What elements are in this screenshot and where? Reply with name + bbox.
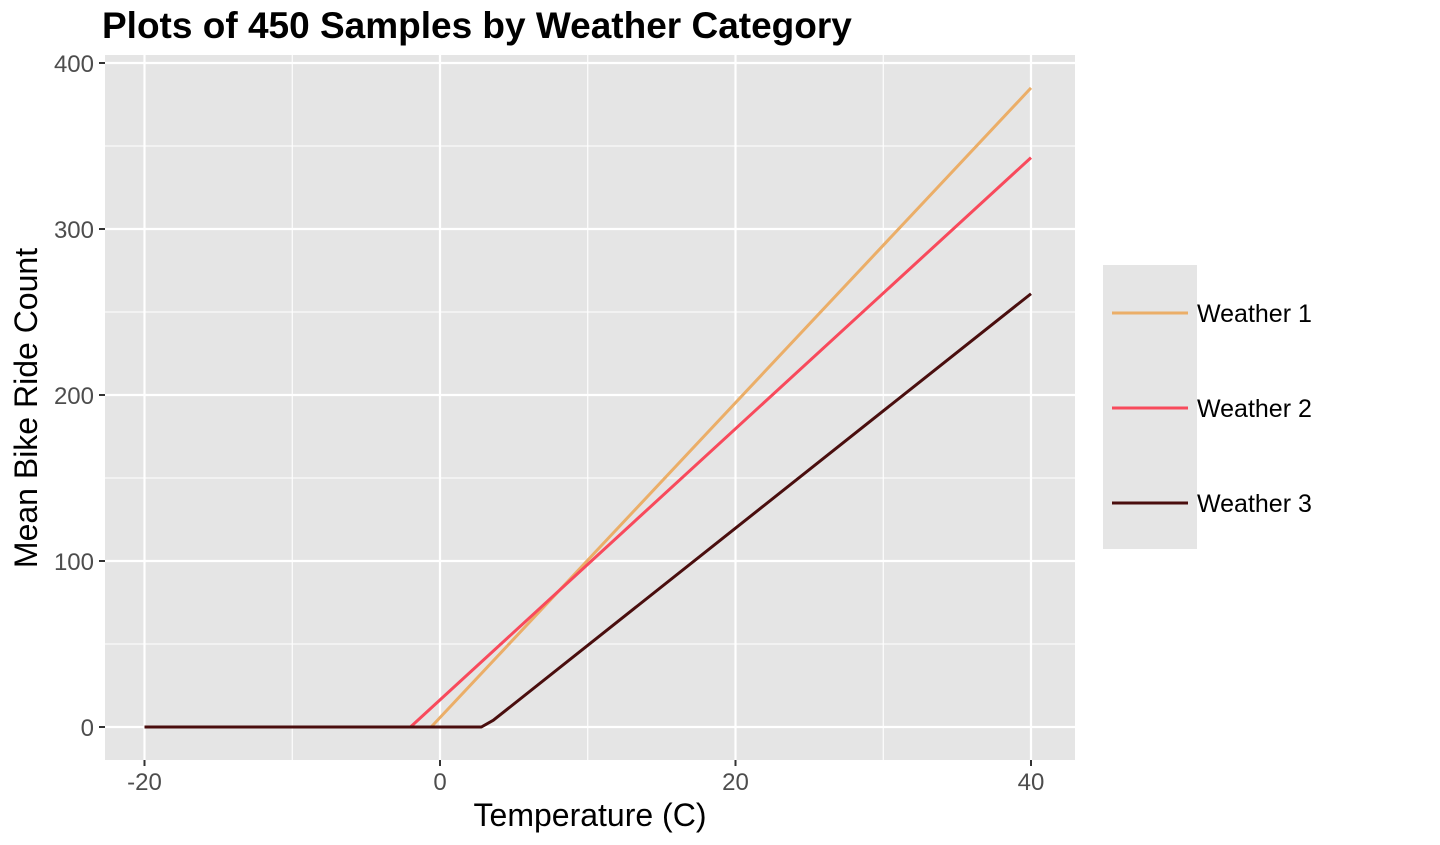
legend-label: Weather 1 bbox=[1197, 300, 1312, 328]
x-tick-label: -20 bbox=[127, 769, 162, 796]
y-tick-label: 100 bbox=[54, 549, 94, 576]
y-tick-label: 200 bbox=[54, 383, 94, 410]
x-axis-label: Temperature (C) bbox=[474, 797, 707, 833]
x-tick-label: 40 bbox=[1018, 769, 1045, 796]
y-axis-label: Mean Bike Ride Count bbox=[8, 248, 44, 568]
grid-lines bbox=[105, 55, 1075, 760]
plot-panel bbox=[105, 55, 1075, 760]
x-tick-label: 0 bbox=[433, 769, 446, 796]
legend-label: Weather 3 bbox=[1197, 490, 1312, 518]
legend-label: Weather 2 bbox=[1197, 395, 1312, 423]
legend: Weather 1 Weather 2 Weather 3 bbox=[1112, 300, 1312, 518]
x-tick-label: 20 bbox=[722, 769, 749, 796]
y-tick-label: 0 bbox=[81, 715, 94, 742]
chart-title: Plots of 450 Samples by Weather Category bbox=[102, 5, 852, 46]
y-tick-label: 400 bbox=[54, 51, 94, 78]
y-tick-label: 300 bbox=[54, 217, 94, 244]
series-lines bbox=[144, 86, 1033, 729]
series-line-weather-3 bbox=[144, 292, 1032, 729]
x-axis-ticks: -20 0 20 40 bbox=[127, 760, 1044, 796]
y-axis-ticks: 0 100 200 300 400 bbox=[54, 51, 105, 742]
